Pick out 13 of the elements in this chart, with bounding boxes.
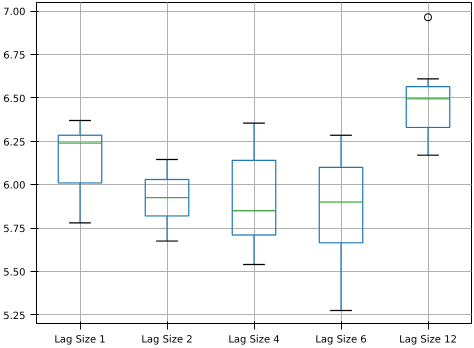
x-tick-label: Lag Size 4 xyxy=(228,334,280,346)
x-tick-label: Lag Size 1 xyxy=(54,334,106,346)
y-tick-label: 6.50 xyxy=(3,94,26,105)
x-tick-label: Lag Size 2 xyxy=(141,334,193,346)
x-tick-label: Lag Size 12 xyxy=(399,334,457,346)
y-tick-label: 7.00 xyxy=(3,7,26,18)
y-tick-label: 5.25 xyxy=(3,310,26,322)
y-tick-label: 5.75 xyxy=(3,224,26,236)
y-tick-label: 6.75 xyxy=(3,50,26,62)
y-tick-label: 5.50 xyxy=(3,267,26,278)
y-tick-label: 6.00 xyxy=(3,180,26,192)
x-tick-label: Lag Size 6 xyxy=(315,334,367,346)
y-tick-label: 6.25 xyxy=(3,137,26,148)
